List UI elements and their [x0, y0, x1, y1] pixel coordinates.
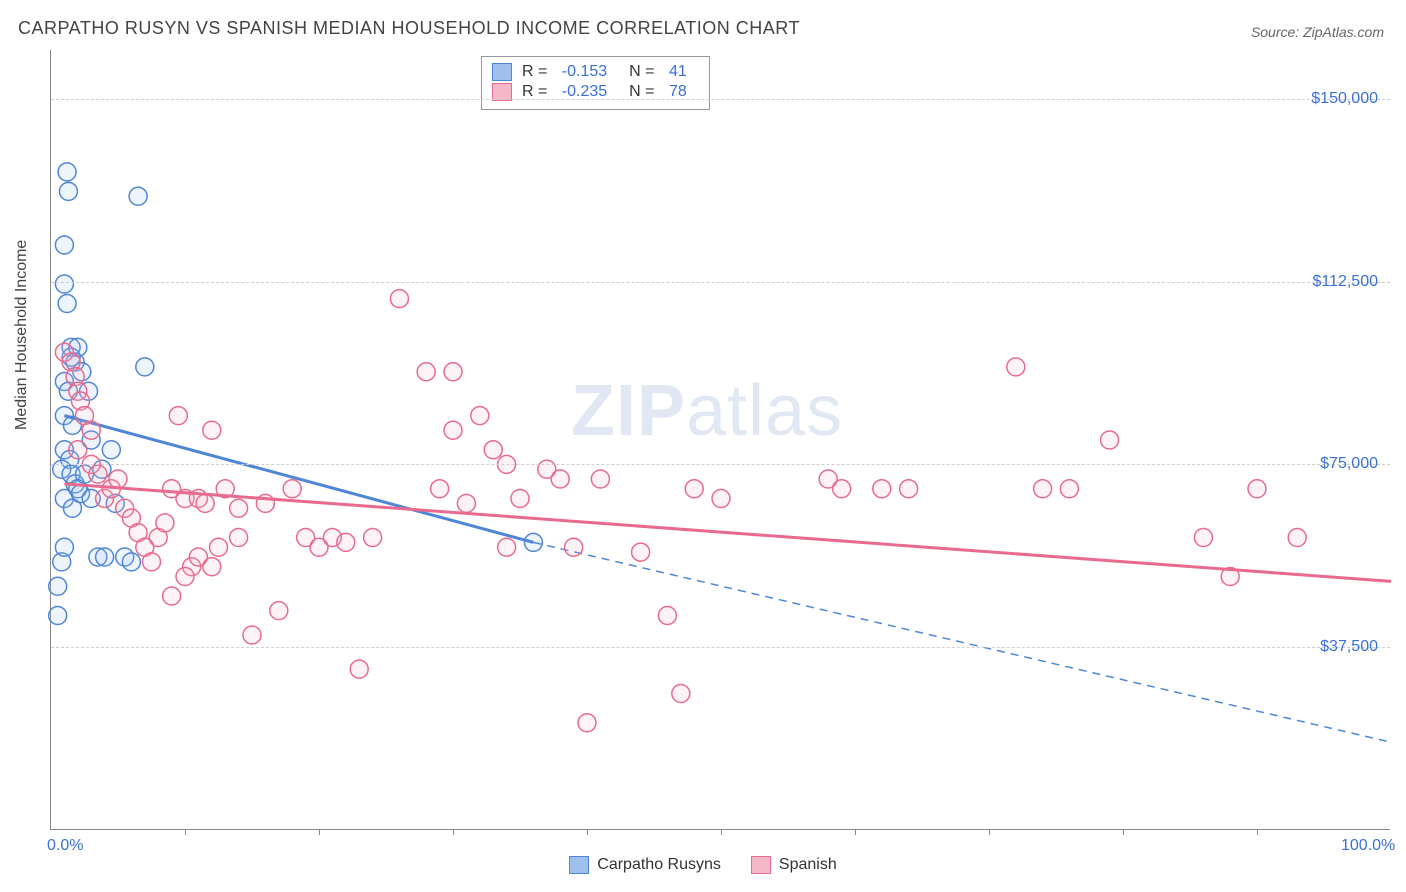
scatter-point: [283, 480, 301, 498]
y-tick-label: $112,500: [1312, 273, 1378, 291]
scatter-point: [364, 529, 382, 547]
grid-line: [51, 282, 1390, 283]
scatter-point: [58, 295, 76, 313]
scatter-point: [69, 441, 87, 459]
scatter-point: [578, 714, 596, 732]
scatter-point: [156, 514, 174, 532]
x-minor-tick: [855, 829, 856, 835]
scatter-point: [82, 421, 100, 439]
series-legend: Carpatho Rusyns Spanish: [0, 856, 1406, 874]
scatter-point: [444, 363, 462, 381]
scatter-point: [169, 407, 187, 425]
x-minor-tick: [721, 829, 722, 835]
scatter-point: [672, 685, 690, 703]
scatter-point: [1288, 529, 1306, 547]
scatter-point: [444, 421, 462, 439]
source-attribution: Source: ZipAtlas.com: [1251, 24, 1384, 40]
y-tick-label: $150,000: [1311, 90, 1378, 108]
scatter-point: [591, 470, 609, 488]
chart-svg: [51, 50, 1390, 829]
grid-line: [51, 647, 1390, 648]
scatter-point: [58, 163, 76, 181]
scatter-point: [196, 494, 214, 512]
scatter-point: [1101, 431, 1119, 449]
scatter-point: [55, 538, 73, 556]
scatter-point: [1248, 480, 1266, 498]
x-minor-tick: [1257, 829, 1258, 835]
scatter-point: [102, 441, 120, 459]
scatter-point: [484, 441, 502, 459]
scatter-point: [89, 465, 107, 483]
scatter-point: [431, 480, 449, 498]
x-minor-tick: [989, 829, 990, 835]
scatter-point: [136, 358, 154, 376]
scatter-point: [471, 407, 489, 425]
scatter-point: [390, 290, 408, 308]
scatter-point: [565, 538, 583, 556]
scatter-point: [337, 533, 355, 551]
scatter-point: [230, 499, 248, 517]
scatter-point: [129, 187, 147, 205]
scatter-point: [163, 587, 181, 605]
scatter-point: [49, 607, 67, 625]
x-minor-tick: [453, 829, 454, 835]
x-minor-tick: [1123, 829, 1124, 835]
scatter-point: [498, 538, 516, 556]
legend-item: Spanish: [751, 856, 837, 874]
scatter-point: [109, 470, 127, 488]
legend-swatch: [569, 856, 589, 874]
scatter-point: [685, 480, 703, 498]
scatter-point: [900, 480, 918, 498]
scatter-point: [658, 607, 676, 625]
legend-label: Spanish: [779, 856, 837, 874]
scatter-point: [122, 553, 140, 571]
scatter-point: [49, 577, 67, 595]
x-tick-label: 0.0%: [47, 837, 83, 855]
scatter-point: [96, 548, 114, 566]
legend-item: Carpatho Rusyns: [569, 856, 721, 874]
x-tick-label: 100.0%: [1341, 837, 1395, 855]
y-tick-label: $37,500: [1320, 638, 1378, 656]
legend-swatch: [751, 856, 771, 874]
scatter-point: [203, 421, 221, 439]
scatter-point: [833, 480, 851, 498]
scatter-point: [417, 363, 435, 381]
scatter-point: [457, 494, 475, 512]
grid-line: [51, 99, 1390, 100]
scatter-point: [203, 558, 221, 576]
scatter-point: [55, 275, 73, 293]
x-minor-tick: [587, 829, 588, 835]
scatter-point: [632, 543, 650, 561]
scatter-point: [1034, 480, 1052, 498]
scatter-point: [1060, 480, 1078, 498]
scatter-point: [230, 529, 248, 547]
scatter-point: [873, 480, 891, 498]
grid-line: [51, 464, 1390, 465]
scatter-point: [143, 553, 161, 571]
x-minor-tick: [185, 829, 186, 835]
scatter-point: [350, 660, 368, 678]
scatter-point: [176, 568, 194, 586]
scatter-point: [511, 490, 529, 508]
scatter-plot-area: ZIPatlas R = -0.153 N = 41 R = -0.235 N …: [50, 50, 1390, 830]
chart-title: CARPATHO RUSYN VS SPANISH MEDIAN HOUSEHO…: [18, 18, 800, 39]
scatter-point: [712, 490, 730, 508]
scatter-point: [1007, 358, 1025, 376]
scatter-point: [551, 470, 569, 488]
scatter-point: [270, 602, 288, 620]
scatter-point: [243, 626, 261, 644]
x-minor-tick: [319, 829, 320, 835]
scatter-point: [210, 538, 228, 556]
scatter-point: [1194, 529, 1212, 547]
legend-label: Carpatho Rusyns: [597, 856, 721, 874]
y-axis-title: Median Household Income: [13, 240, 31, 430]
scatter-point: [55, 236, 73, 254]
scatter-point: [59, 182, 77, 200]
y-tick-label: $75,000: [1320, 455, 1378, 473]
